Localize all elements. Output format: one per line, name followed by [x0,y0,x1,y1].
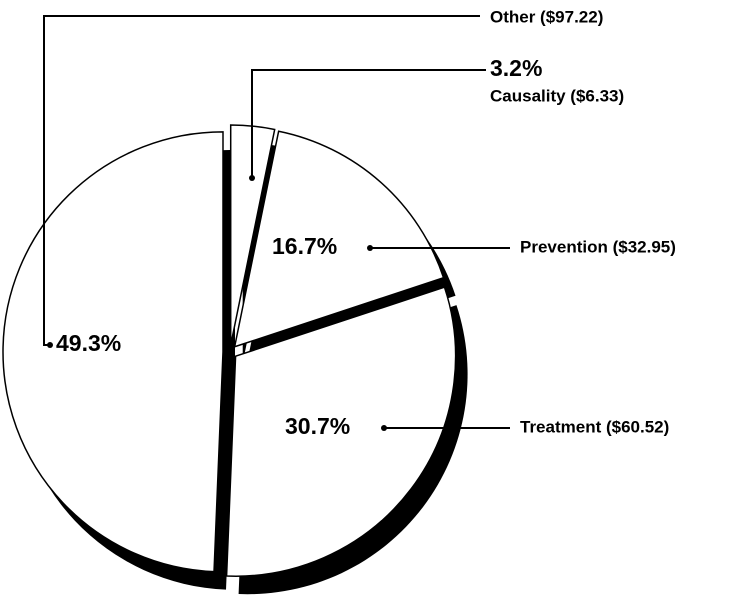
value-label: 3.2% [490,55,542,81]
category-label: Other ($97.22) [490,7,603,26]
slice [225,286,457,577]
leader-dot [47,342,53,348]
leader-line [251,69,486,178]
leader-dot [249,175,255,181]
category-label: Causality ($6.33) [490,86,624,105]
leader-dot [381,425,387,431]
leader-dot [367,245,373,251]
category-label: Prevention ($32.95) [520,237,676,256]
value-label: 49.3% [56,330,121,356]
slice [2,131,224,573]
category-label: Treatment ($60.52) [520,417,669,436]
value-label: 16.7% [272,233,337,259]
slice [233,130,445,348]
value-label: 30.7% [285,413,350,439]
